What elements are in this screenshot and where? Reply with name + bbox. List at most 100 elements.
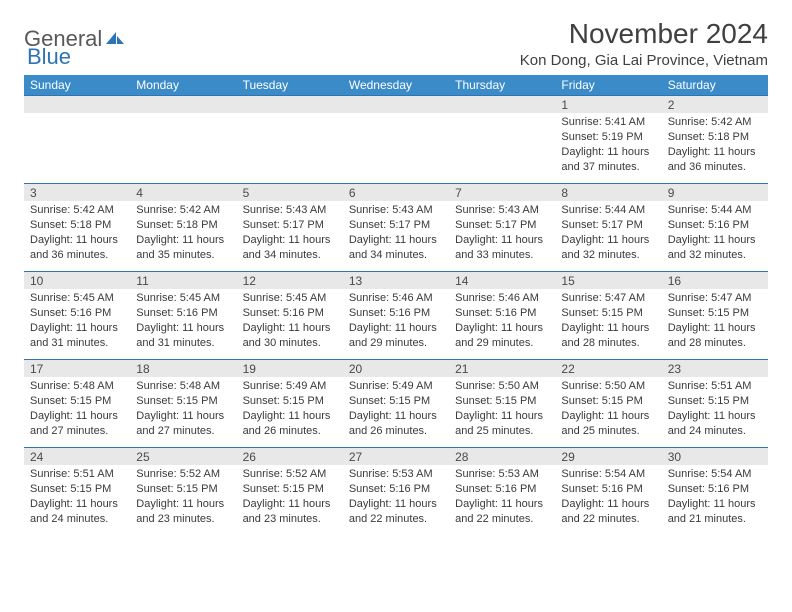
calendar-cell: 17Sunrise: 5:48 AMSunset: 5:15 PMDayligh…: [24, 360, 130, 448]
sunset-text: Sunset: 5:17 PM: [455, 218, 549, 233]
sunrise-text: Sunrise: 5:46 AM: [455, 291, 549, 306]
sunrise-text: Sunrise: 5:49 AM: [243, 379, 337, 394]
sunset-text: Sunset: 5:15 PM: [243, 394, 337, 409]
day-details: Sunrise: 5:43 AMSunset: 5:17 PMDaylight:…: [449, 201, 555, 266]
day-number-row: 9: [662, 184, 768, 201]
calendar-body: 1Sunrise: 5:41 AMSunset: 5:19 PMDaylight…: [24, 96, 768, 536]
daylight-text: Daylight: 11 hours and 28 minutes.: [668, 321, 762, 351]
sunrise-text: Sunrise: 5:47 AM: [668, 291, 762, 306]
sunrise-text: Sunrise: 5:43 AM: [455, 203, 549, 218]
calendar-cell: [343, 96, 449, 184]
day-details: Sunrise: 5:50 AMSunset: 5:15 PMDaylight:…: [555, 377, 661, 442]
day-number: 18: [130, 360, 236, 377]
day-number: 6: [343, 184, 449, 201]
sunrise-text: Sunrise: 5:48 AM: [30, 379, 124, 394]
day-number: 26: [237, 448, 343, 465]
day-number: 29: [555, 448, 661, 465]
sunrise-text: Sunrise: 5:42 AM: [136, 203, 230, 218]
calendar-cell: 14Sunrise: 5:46 AMSunset: 5:16 PMDayligh…: [449, 272, 555, 360]
calendar-cell: [237, 96, 343, 184]
day-details: Sunrise: 5:53 AMSunset: 5:16 PMDaylight:…: [343, 465, 449, 530]
sunset-text: Sunset: 5:16 PM: [243, 306, 337, 321]
day-details: Sunrise: 5:43 AMSunset: 5:17 PMDaylight:…: [237, 201, 343, 266]
day-number: 2: [662, 96, 768, 113]
calendar-cell: 19Sunrise: 5:49 AMSunset: 5:15 PMDayligh…: [237, 360, 343, 448]
calendar-cell: 10Sunrise: 5:45 AMSunset: 5:16 PMDayligh…: [24, 272, 130, 360]
sunset-text: Sunset: 5:19 PM: [561, 130, 655, 145]
calendar-cell: [24, 96, 130, 184]
sunrise-text: Sunrise: 5:51 AM: [668, 379, 762, 394]
calendar-cell: 27Sunrise: 5:53 AMSunset: 5:16 PMDayligh…: [343, 448, 449, 536]
day-number: 12: [237, 272, 343, 289]
day-header: Thursday: [449, 75, 555, 96]
sunset-text: Sunset: 5:16 PM: [455, 482, 549, 497]
day-details: Sunrise: 5:44 AMSunset: 5:16 PMDaylight:…: [662, 201, 768, 266]
daylight-text: Daylight: 11 hours and 32 minutes.: [561, 233, 655, 263]
daylight-text: Daylight: 11 hours and 29 minutes.: [455, 321, 549, 351]
sunset-text: Sunset: 5:15 PM: [136, 394, 230, 409]
calendar-cell: 25Sunrise: 5:52 AMSunset: 5:15 PMDayligh…: [130, 448, 236, 536]
day-number-row-empty: [343, 96, 449, 113]
logo-text-blue-row: Blue: [27, 44, 71, 70]
day-details: Sunrise: 5:42 AMSunset: 5:18 PMDaylight:…: [130, 201, 236, 266]
day-number-row: 5: [237, 184, 343, 201]
sunrise-text: Sunrise: 5:50 AM: [455, 379, 549, 394]
sunset-text: Sunset: 5:15 PM: [455, 394, 549, 409]
day-number: 3: [24, 184, 130, 201]
day-number: 27: [343, 448, 449, 465]
daylight-text: Daylight: 11 hours and 25 minutes.: [561, 409, 655, 439]
calendar-cell: 13Sunrise: 5:46 AMSunset: 5:16 PMDayligh…: [343, 272, 449, 360]
calendar-cell: 21 Sunrise: 5:50 AMSunset: 5:15 PMDayligh…: [449, 360, 555, 448]
day-number-row: 3: [24, 184, 130, 201]
day-number-row: 14: [449, 272, 555, 289]
day-number-row: 8: [555, 184, 661, 201]
calendar-cell: 23Sunrise: 5:51 AMSunset: 5:15 PMDayligh…: [662, 360, 768, 448]
daylight-text: Daylight: 11 hours and 24 minutes.: [668, 409, 762, 439]
day-number-row: 21: [449, 360, 555, 377]
daylight-text: Daylight: 11 hours and 21 minutes.: [668, 497, 762, 527]
day-header: Saturday: [662, 75, 768, 96]
daylight-text: Daylight: 11 hours and 25 minutes.: [455, 409, 549, 439]
day-number: 16: [662, 272, 768, 289]
day-number-empty: [130, 96, 236, 113]
day-number-row-empty: [449, 96, 555, 113]
sunset-text: Sunset: 5:16 PM: [136, 306, 230, 321]
sunrise-text: Sunrise: 5:54 AM: [561, 467, 655, 482]
day-details: Sunrise: 5:46 AMSunset: 5:16 PMDaylight:…: [343, 289, 449, 354]
day-number: 24: [24, 448, 130, 465]
day-number-row: 25: [130, 448, 236, 465]
day-number-row: 11: [130, 272, 236, 289]
day-details: Sunrise: 5:47 AMSunset: 5:15 PMDaylight:…: [662, 289, 768, 354]
day-number-row-empty: [24, 96, 130, 113]
sunset-text: Sunset: 5:15 PM: [668, 394, 762, 409]
day-details: Sunrise: 5:54 AMSunset: 5:16 PMDaylight:…: [662, 465, 768, 530]
day-details: Sunrise: 5:52 AMSunset: 5:15 PMDaylight:…: [237, 465, 343, 530]
sunrise-text: Sunrise: 5:43 AM: [243, 203, 337, 218]
day-number: 21: [449, 360, 555, 377]
sunset-text: Sunset: 5:15 PM: [30, 482, 124, 497]
calendar-cell: 20Sunrise: 5:49 AMSunset: 5:15 PMDayligh…: [343, 360, 449, 448]
sunset-text: Sunset: 5:18 PM: [30, 218, 124, 233]
daylight-text: Daylight: 11 hours and 27 minutes.: [136, 409, 230, 439]
day-number-row: 7: [449, 184, 555, 201]
title-block: November 2024 Kon Dong, Gia Lai Province…: [520, 18, 768, 69]
day-number-row: 24: [24, 448, 130, 465]
day-number: 9: [662, 184, 768, 201]
day-details: Sunrise: 5:42 AMSunset: 5:18 PMDaylight:…: [662, 113, 768, 178]
day-number-row: 29: [555, 448, 661, 465]
sunset-text: Sunset: 5:16 PM: [561, 482, 655, 497]
daylight-text: Daylight: 11 hours and 26 minutes.: [243, 409, 337, 439]
day-details: Sunrise: 5:48 AMSunset: 5:15 PMDaylight:…: [130, 377, 236, 442]
sunset-text: Sunset: 5:17 PM: [243, 218, 337, 233]
day-number: 23: [662, 360, 768, 377]
day-details: Sunrise: 5:46 AMSunset: 5:16 PMDaylight:…: [449, 289, 555, 354]
day-number: 4: [130, 184, 236, 201]
sunrise-text: Sunrise: 5:45 AM: [243, 291, 337, 306]
sunset-text: Sunset: 5:18 PM: [136, 218, 230, 233]
sunset-text: Sunset: 5:16 PM: [668, 482, 762, 497]
sunset-text: Sunset: 5:15 PM: [30, 394, 124, 409]
day-number: 10: [24, 272, 130, 289]
day-details: Sunrise: 5:51 AMSunset: 5:15 PMDaylight:…: [662, 377, 768, 442]
day-details: Sunrise: 5:41 AMSunset: 5:19 PMDaylight:…: [555, 113, 661, 178]
sunrise-text: Sunrise: 5:42 AM: [668, 115, 762, 130]
